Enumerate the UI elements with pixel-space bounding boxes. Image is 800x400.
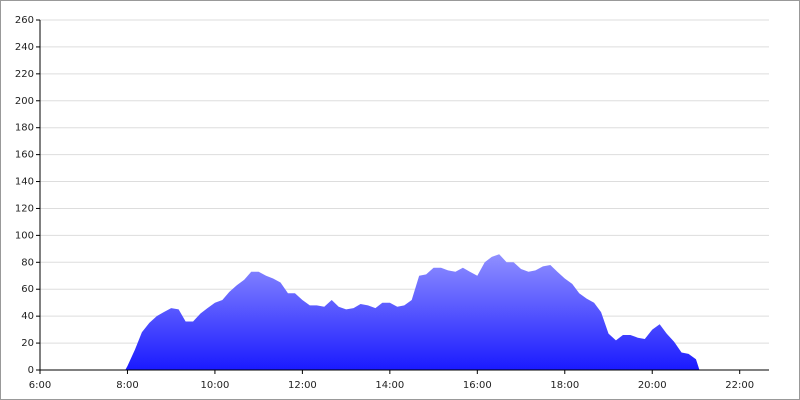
y-tick-label: 200: [15, 96, 34, 107]
y-tick-label: 140: [15, 177, 34, 188]
y-tick-label: 260: [15, 15, 34, 26]
area: [125, 254, 700, 370]
y-tick-label: 180: [15, 123, 34, 134]
x-tick-label: 14:00: [375, 380, 404, 391]
y-tick-label: 120: [15, 203, 34, 214]
y-tick-label: 240: [15, 42, 34, 53]
x-tick-label: 10:00: [201, 380, 230, 391]
y-tick-label: 220: [15, 69, 34, 80]
y-tick-label: 60: [21, 284, 34, 295]
x-tick-label: 16:00: [463, 380, 492, 391]
x-tick-label: 12:00: [288, 380, 317, 391]
y-tick-label: 100: [15, 230, 34, 241]
y-tick-label: 40: [21, 311, 34, 322]
y-tick-label: 0: [28, 365, 34, 376]
x-tick-label: 22:00: [725, 380, 754, 391]
x-tick-label: 8:00: [116, 380, 138, 391]
x-tick-label: 18:00: [550, 380, 579, 391]
x-tick-label: 20:00: [638, 380, 667, 391]
x-tick-label: 6:00: [29, 380, 51, 391]
y-tick-label: 80: [21, 257, 34, 268]
y-tick-label: 20: [21, 338, 34, 349]
y-tick-label: 160: [15, 150, 34, 161]
